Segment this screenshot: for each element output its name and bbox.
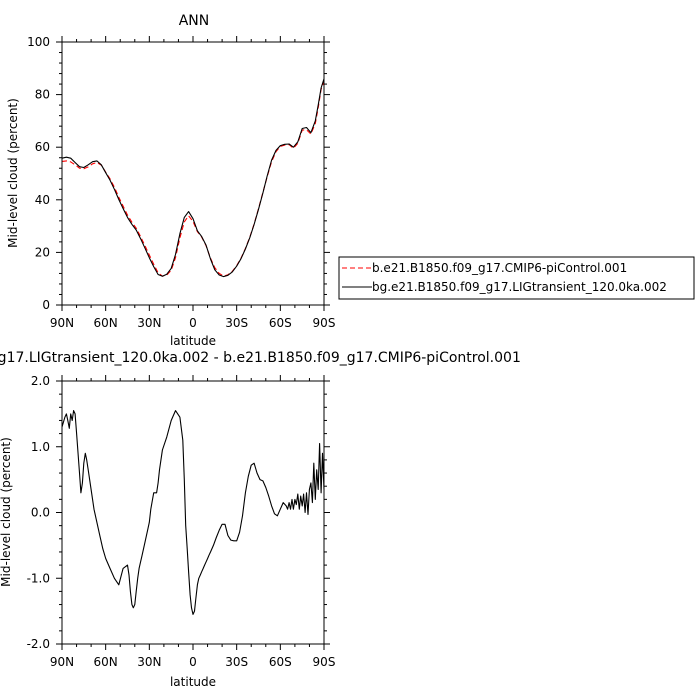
y-tick-label: 100: [27, 35, 50, 49]
x-tick-label: 90S: [313, 316, 336, 330]
legend-label-piControl: b.e21.B1850.f09_g17.CMIP6-piControl.001: [372, 261, 627, 275]
series-line-0: [61, 81, 325, 277]
bottom-chart-ticks: [56, 375, 330, 650]
x-tick-label: 60N: [94, 316, 118, 330]
top-chart-title: ANN: [179, 13, 210, 29]
top-chart-tick-labels: 90N 60N 30N 0 30S 60S 90S 0 20 40 60 80 100: [27, 35, 335, 330]
x-tick-label: 60N: [94, 655, 118, 669]
panel-top-annual-cloud: ANN 90N 60N 30N 0 30S 60S 90S 0 20 40 60 80 100 lati…: [6, 13, 335, 348]
x-tick-label: 90N: [50, 655, 74, 669]
bottom-chart-series: [61, 410, 325, 615]
x-tick-label: 90S: [313, 655, 336, 669]
bottom-chart-tick-labels: 90N 60N 30N 0 30S 60S 90S -2.0 -1.0 0.0 1.0 2.0: [27, 374, 336, 669]
legend-label-LIGtransient: bg.e21.B1850.f09_g17.LIGtransient_120.0k…: [372, 280, 667, 294]
y-tick-label: 20: [35, 245, 50, 259]
x-tick-label: 90N: [50, 316, 74, 330]
x-tick-label: 30N: [137, 316, 161, 330]
x-tick-label: 30S: [225, 655, 248, 669]
y-tick-label: -2.0: [27, 637, 50, 651]
bottom-chart-ylabel: Mid-level cloud (percent): [0, 437, 13, 587]
series-line-0: [61, 410, 325, 615]
x-tick-label: 30S: [225, 316, 248, 330]
y-tick-label: 0.0: [31, 506, 50, 520]
bottom-chart-frame: [61, 380, 325, 645]
y-tick-label: 1.0: [31, 440, 50, 454]
x-tick-label: 60S: [269, 316, 292, 330]
bottom-chart-xlabel: latitude: [170, 675, 216, 689]
y-tick-label: 60: [35, 140, 50, 154]
y-tick-label: 0: [42, 298, 50, 312]
top-chart-series: [61, 78, 325, 278]
top-chart-frame: [61, 41, 325, 306]
legend-box: [338, 256, 695, 300]
x-tick-label: 60S: [269, 655, 292, 669]
bottom-chart-title: bg.e21.B1850.f09_g17.LIGtransient_120.0k…: [0, 350, 521, 366]
x-tick-label: 30N: [137, 655, 161, 669]
x-tick-label: 0: [189, 316, 197, 330]
series-line-1: [61, 78, 325, 278]
x-tick-label: 0: [189, 655, 197, 669]
top-chart-xlabel: latitude: [170, 334, 216, 348]
top-chart-ticks: [56, 36, 330, 311]
y-tick-label: -1.0: [27, 571, 50, 585]
y-tick-label: 80: [35, 88, 50, 102]
top-chart-ylabel: Mid-level cloud (percent): [6, 98, 20, 248]
y-tick-label: 2.0: [31, 374, 50, 388]
y-tick-label: 40: [35, 193, 50, 207]
panel-bottom-difference: bg.e21.B1850.f09_g17.LIGtransient_120.0k…: [0, 350, 521, 689]
legend: b.e21.B1850.f09_g17.CMIP6-piControl.001 …: [338, 256, 695, 300]
